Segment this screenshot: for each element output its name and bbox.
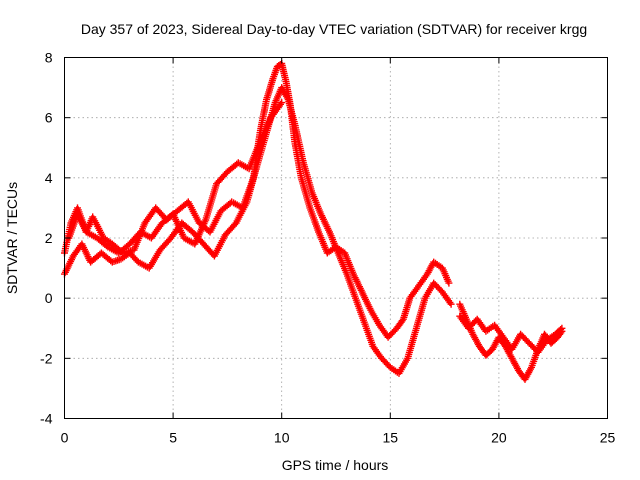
- x-tick-label: 10: [274, 430, 290, 446]
- data-marks: [60, 59, 567, 384]
- y-tick-label: 4: [45, 170, 53, 186]
- x-tick-label: 20: [491, 430, 507, 446]
- y-tick-label: 6: [45, 110, 53, 126]
- x-tick-label: 0: [61, 430, 69, 446]
- x-tick-label: 25: [600, 430, 616, 446]
- x-tick-label: 15: [383, 430, 399, 446]
- y-tick-label: -2: [40, 350, 53, 366]
- y-tick-label: 2: [45, 230, 53, 246]
- series-track-A: [60, 59, 454, 342]
- y-tick-label: 0: [45, 290, 53, 306]
- chart-title: Day 357 of 2023, Sidereal Day-to-day VTE…: [81, 21, 587, 37]
- x-axis-label: GPS time / hours: [282, 457, 389, 473]
- grid-lines: [64, 57, 608, 419]
- y-tick-label: -4: [40, 411, 53, 427]
- y-axis-label: SDTVAR / TECUs: [4, 182, 20, 294]
- x-tick-label: 5: [169, 430, 177, 446]
- y-tick-label: 8: [45, 50, 53, 66]
- axis-ticks: 0 5 10 15 20 25 -4 -2 0 2 4 6 8: [40, 50, 615, 446]
